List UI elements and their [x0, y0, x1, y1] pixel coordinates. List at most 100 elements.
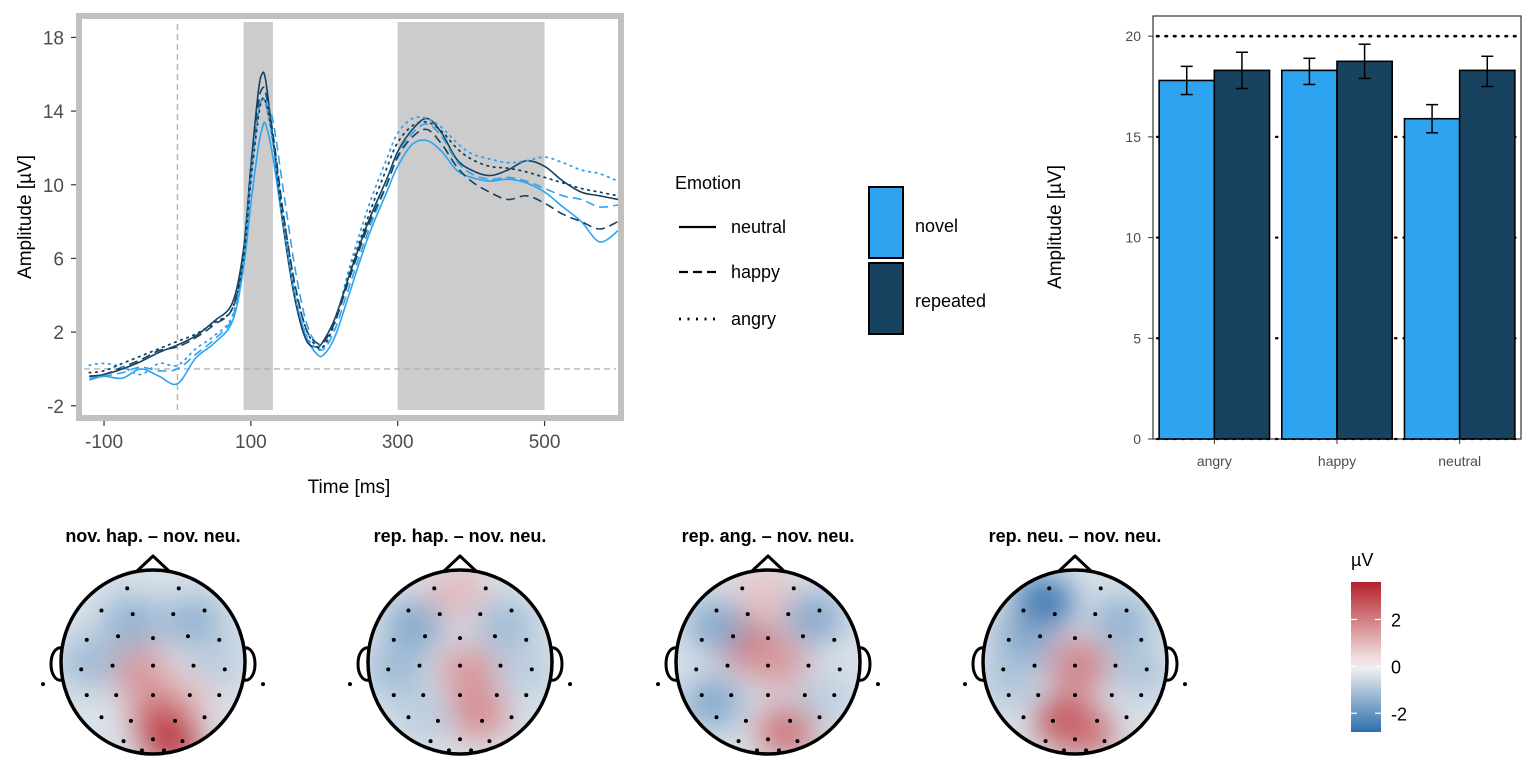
electrode-dot — [788, 718, 793, 723]
topography-1: rep. hap. – nov. neu. — [348, 526, 572, 756]
erp-y-tick-label: -2 — [47, 397, 64, 418]
electrode-dot — [469, 748, 474, 753]
electrode-dot — [446, 748, 451, 753]
electrode-dot — [1084, 748, 1089, 753]
electrode-dot — [458, 737, 462, 742]
electrode-dot — [509, 715, 514, 720]
topography-blob — [1109, 645, 1167, 698]
electrode-dot — [524, 637, 529, 642]
error-bar-neutral-novel — [1426, 103, 1439, 134]
erp-reference-lines — [84, 24, 616, 412]
bar-y-tick-label: 20 — [1125, 28, 1141, 44]
electrode-dot — [391, 637, 396, 642]
topography-0: nov. hap. – nov. neu. — [41, 526, 265, 756]
topography-blob — [494, 645, 552, 698]
electrode-dot — [386, 667, 391, 672]
colorbar-gradient — [1351, 582, 1381, 732]
waveform-neutral-novel — [89, 121, 618, 386]
topography-field — [61, 570, 245, 754]
electrode-dot — [837, 667, 842, 672]
electrode-dot — [406, 715, 411, 720]
electrode-dot — [1139, 637, 1144, 642]
left-ear-outline — [356, 646, 371, 682]
colorbar: µV 2 0 -2 — [1351, 550, 1407, 732]
topography-title: nov. hap. – nov. neu. — [65, 526, 240, 546]
bar-angry-novel — [1158, 79, 1216, 440]
error-bar-happy-repeated — [1358, 43, 1371, 80]
nose-outline — [441, 554, 479, 574]
electrode-dot — [114, 693, 119, 698]
electrode-dot — [1032, 663, 1037, 668]
electrode-dot — [348, 682, 352, 687]
electrode-dot — [1021, 715, 1026, 720]
electrode-dot — [1109, 693, 1114, 698]
error-bar-angry-novel — [1180, 65, 1193, 96]
legend-label-novel: novel — [915, 216, 958, 236]
electrode-dot — [1021, 608, 1026, 613]
erp-x-tick-label: 500 — [529, 432, 561, 453]
legend-label-neutral: neutral — [731, 217, 786, 237]
topography-blob — [61, 636, 119, 688]
condition-legend: novel repeated — [868, 186, 986, 335]
electrode-dot — [1093, 612, 1098, 617]
electrode-dot — [458, 693, 462, 698]
electrode-dot — [458, 636, 462, 641]
electrode-dot — [699, 637, 704, 642]
electrode-dot — [731, 634, 736, 639]
topography-field — [676, 570, 860, 754]
electrode-dot — [458, 663, 462, 668]
electrode-dot — [745, 612, 750, 617]
erp-y-tick-label: 6 — [53, 249, 64, 270]
electrode-dot — [1043, 739, 1048, 744]
topography-blob — [141, 713, 202, 754]
electrode-dot — [185, 634, 190, 639]
bar-happy-repeated — [1336, 60, 1394, 440]
electrode-dot — [740, 586, 745, 591]
bar-y-axis-title: Amplitude [µV] — [1045, 165, 1066, 289]
electrode-dot — [1113, 663, 1118, 668]
electrode-markers — [41, 586, 265, 753]
electrode-dot — [176, 586, 181, 591]
electrode-dot — [1001, 667, 1006, 672]
electrode-dot — [791, 586, 796, 591]
left-ear-outline — [49, 646, 64, 682]
right-ear-outline — [549, 646, 564, 682]
legend-key-repeated — [868, 262, 904, 335]
waveform-angry-novel — [88, 97, 618, 376]
topography-maps: nov. hap. – nov. neu. rep. hap. – nov. ne… — [41, 526, 1187, 756]
erp-y-tick-label: 10 — [43, 176, 64, 197]
electrode-dot — [806, 663, 811, 668]
electrode-dot — [84, 637, 89, 642]
nose-outline — [134, 554, 172, 574]
electrode-dot — [1061, 748, 1066, 753]
topography-2: rep. ang. – nov. neu. — [656, 526, 880, 756]
electrode-dot — [428, 739, 433, 744]
electrode-dot — [832, 693, 837, 698]
topography-blob — [756, 705, 817, 754]
erp-waveforms — [88, 71, 618, 386]
topography-title: rep. hap. – nov. neu. — [374, 526, 547, 546]
electrode-dot — [406, 608, 411, 613]
topography-blob — [983, 654, 1041, 707]
electrode-dot — [963, 682, 967, 687]
topography-blob — [1091, 595, 1151, 648]
electrode-dot — [130, 612, 135, 617]
electrode-dot — [417, 663, 422, 668]
electrode-dot — [714, 715, 719, 720]
nose-outline — [1056, 554, 1094, 574]
bar-y-tick-label: 5 — [1133, 330, 1141, 346]
electrode-dot — [1047, 586, 1052, 591]
electrode-dot — [766, 663, 770, 668]
electrode-dot — [1006, 693, 1011, 698]
electrode-dot — [754, 748, 759, 753]
electrode-dot — [766, 693, 770, 698]
electrode-dot — [766, 636, 770, 641]
topography-title: rep. ang. – nov. neu. — [682, 526, 855, 546]
electrode-dot — [800, 634, 805, 639]
erp-x-tick-label: 100 — [235, 432, 267, 453]
electrode-dot — [1102, 739, 1107, 744]
right-ear-outline — [857, 646, 872, 682]
topography-blob — [747, 636, 808, 688]
erp-y-axis-title: Amplitude [µV] — [15, 155, 36, 279]
